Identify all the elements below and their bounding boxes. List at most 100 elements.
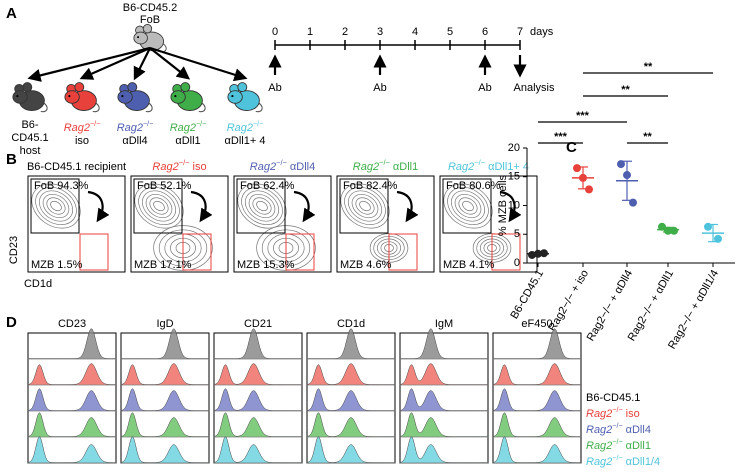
contour	[141, 190, 177, 222]
histogram	[120, 363, 210, 386]
genotype: −/−	[612, 438, 622, 446]
mouse-icon	[133, 23, 167, 53]
marker-label: CD1d	[337, 318, 365, 330]
mouse-ear	[142, 23, 153, 34]
transfer-arrow	[149, 46, 248, 82]
histogram	[306, 412, 396, 438]
gene: Rag2	[586, 456, 612, 468]
panel-label: D	[6, 314, 17, 331]
mzb-gate	[182, 233, 212, 271]
y-tick-label: 0	[514, 257, 520, 269]
histogram	[492, 328, 582, 360]
x-tick-label: Rag2−/− + iso	[546, 268, 591, 334]
fob-gate	[30, 178, 80, 234]
gate-arrow	[190, 190, 213, 223]
genotype: −/−	[474, 158, 485, 167]
treatment: iso	[75, 135, 89, 147]
histogram	[399, 436, 489, 464]
contour	[443, 183, 493, 229]
contour	[149, 197, 169, 215]
timeline-tick-label: 5	[447, 26, 453, 38]
genotype: −/−	[196, 120, 206, 128]
genotype: −/−	[90, 120, 100, 128]
treatment: αDll4	[626, 424, 651, 436]
significance-label: **	[621, 84, 630, 96]
timeline-tick-label: 2	[342, 26, 348, 38]
x-tick-label: Rag2−/− + αDll4	[585, 268, 635, 343]
recipient-label: B6-	[21, 119, 38, 131]
mouse-eye	[174, 95, 177, 98]
mouse-head	[170, 90, 186, 104]
genotype: −/−	[612, 406, 622, 414]
significance-label: **	[644, 61, 653, 73]
panel-label: A	[6, 5, 17, 22]
mouse-eye	[137, 36, 140, 39]
plot-frame	[233, 175, 332, 273]
gene: Rag2	[586, 408, 612, 420]
contour	[450, 190, 486, 222]
histogram	[120, 412, 210, 438]
histogram	[120, 436, 210, 464]
mzb-gate	[388, 233, 418, 271]
y-tick-label: 10	[508, 199, 520, 211]
mzb-gate	[285, 233, 315, 271]
contour	[256, 200, 268, 212]
contour	[241, 186, 283, 226]
gene: Rag2	[448, 161, 474, 173]
genotype: −/−	[253, 120, 263, 128]
gene: Rag2	[586, 424, 612, 436]
group-label: Rag2−/− αDll1	[586, 438, 651, 452]
point	[658, 222, 666, 231]
contour	[244, 190, 280, 222]
mouse-icon	[227, 82, 263, 113]
genotype: −/−	[276, 158, 287, 167]
gene: Rag2	[152, 161, 178, 173]
contour	[458, 197, 478, 215]
plot-frame	[130, 175, 229, 273]
event-label: Ab	[478, 82, 491, 94]
treatment: αDll4	[122, 135, 147, 147]
event-label: Ab	[373, 82, 386, 94]
y-axis-title: % MZB cells	[497, 174, 509, 236]
treatment: αDll1	[626, 440, 651, 452]
group-label: Rag2−/−	[64, 120, 101, 134]
marker-label: CD21	[244, 318, 272, 330]
contour	[351, 193, 379, 219]
gene: Rag2	[353, 161, 379, 173]
donor-label: B6-CD45.2	[123, 2, 177, 14]
contour	[153, 200, 165, 212]
histogram	[27, 412, 117, 438]
timeline-tick-label: 6	[482, 26, 488, 38]
treatment: iso	[626, 408, 640, 420]
histogram	[492, 388, 582, 412]
point	[585, 185, 593, 194]
group-label: Rag2−/−	[170, 120, 207, 134]
mouse-ear	[127, 82, 138, 93]
panel-label: C	[566, 139, 577, 156]
fob-gate	[442, 178, 492, 234]
treatment: αDll4	[290, 161, 315, 173]
mzb-label: MZB 17.1%	[134, 259, 192, 271]
contour	[35, 186, 77, 226]
mouse-ear	[22, 82, 33, 93]
mzb-label: MZB 4.6%	[340, 259, 392, 271]
contour	[359, 200, 371, 212]
gate-arrow	[293, 190, 316, 223]
mouse-head	[12, 90, 28, 104]
histogram	[120, 388, 210, 412]
group-label: Rag2−/− iso	[152, 158, 206, 173]
timeline-tick-label: 0	[272, 26, 278, 38]
fob-label: FoB 80.6%	[446, 180, 501, 192]
group-label: Rag2−/− αDll4	[250, 158, 315, 173]
timeline-unit: days	[530, 26, 554, 38]
x-tick-label: Rag2−/− + αDll1/4	[666, 268, 721, 351]
mzb-label: MZB 1.5%	[31, 259, 83, 271]
treatment: αDll1+ 4	[225, 135, 266, 147]
marker-label: CD23	[58, 318, 86, 330]
transfer-arrow	[149, 47, 191, 80]
mzb-label: MZB 15.3%	[237, 259, 295, 271]
recipient-label: CD45.1	[11, 132, 48, 144]
gene: Rag2	[227, 122, 253, 134]
contour	[31, 183, 81, 229]
histogram	[399, 388, 489, 412]
